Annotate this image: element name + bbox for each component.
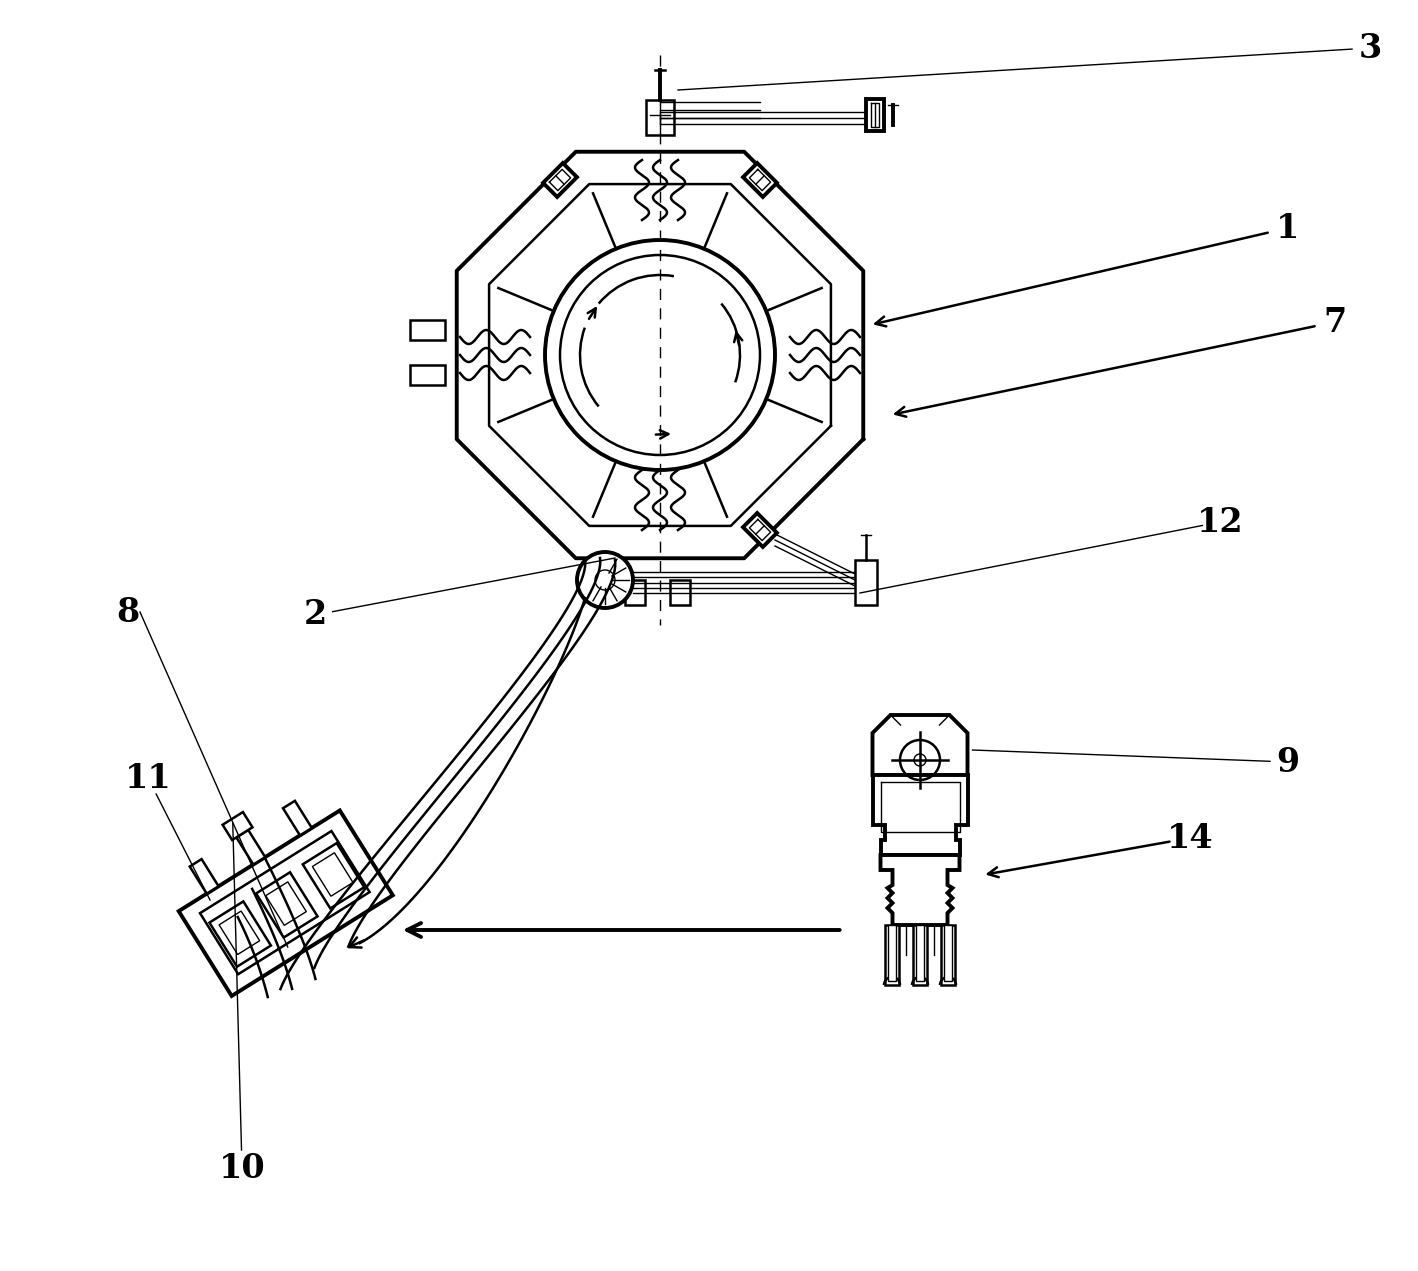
Polygon shape	[866, 99, 883, 131]
Text: 2: 2	[303, 599, 326, 632]
Polygon shape	[872, 716, 967, 775]
Polygon shape	[302, 843, 364, 909]
Polygon shape	[944, 925, 951, 981]
Polygon shape	[855, 561, 876, 605]
Text: 1: 1	[1276, 211, 1300, 244]
Text: 8: 8	[116, 596, 139, 628]
Polygon shape	[625, 580, 645, 605]
Polygon shape	[257, 872, 318, 938]
Polygon shape	[888, 925, 896, 981]
Polygon shape	[872, 775, 967, 855]
Text: 10: 10	[218, 1152, 265, 1185]
Text: 12: 12	[1197, 506, 1244, 539]
Polygon shape	[881, 855, 960, 925]
Text: 7: 7	[1323, 305, 1347, 338]
Polygon shape	[743, 163, 777, 197]
Polygon shape	[265, 882, 306, 925]
Text: 14: 14	[1167, 821, 1214, 854]
Polygon shape	[410, 320, 445, 341]
Polygon shape	[942, 925, 954, 985]
Circle shape	[577, 552, 632, 608]
Polygon shape	[913, 925, 927, 985]
Text: 11: 11	[125, 761, 172, 794]
Polygon shape	[312, 853, 353, 896]
Polygon shape	[210, 901, 271, 967]
Polygon shape	[220, 911, 259, 955]
Polygon shape	[284, 801, 312, 835]
Polygon shape	[410, 365, 445, 385]
Polygon shape	[179, 811, 393, 996]
Text: 9: 9	[1276, 746, 1299, 779]
Polygon shape	[669, 580, 691, 605]
Polygon shape	[885, 925, 899, 985]
Polygon shape	[190, 859, 218, 894]
Text: 3: 3	[1358, 32, 1381, 65]
Polygon shape	[916, 925, 925, 981]
Polygon shape	[237, 830, 265, 864]
Polygon shape	[543, 163, 577, 197]
Polygon shape	[200, 831, 370, 975]
Polygon shape	[223, 812, 252, 840]
Polygon shape	[647, 100, 674, 135]
Polygon shape	[743, 513, 777, 547]
